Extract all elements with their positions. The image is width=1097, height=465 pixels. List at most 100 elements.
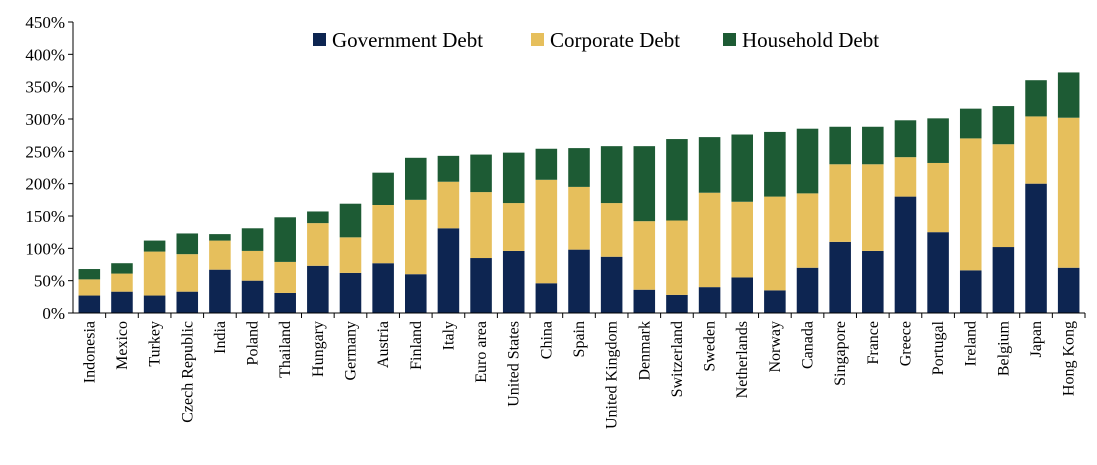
bar-segment-corporate-debt xyxy=(764,196,786,291)
bar-segment-household-debt xyxy=(862,126,884,165)
x-tick-label: Ireland xyxy=(963,321,980,366)
bar-segment-government-debt xyxy=(633,289,656,313)
x-tick-label: Poland xyxy=(245,321,262,365)
bar-group xyxy=(894,120,917,313)
bar-segment-government-debt xyxy=(1025,183,1047,313)
bar-group xyxy=(633,146,656,313)
bar-segment-corporate-debt xyxy=(698,192,721,288)
y-tick-label: 250% xyxy=(25,142,65,161)
bar-group xyxy=(568,148,590,313)
bar-group xyxy=(274,217,296,313)
y-tick-label: 200% xyxy=(25,175,65,194)
bar-group xyxy=(405,157,427,313)
bar-segment-household-debt xyxy=(143,240,166,252)
bar-segment-corporate-debt xyxy=(176,254,199,292)
bar-segment-corporate-debt xyxy=(731,201,753,278)
bar-segment-government-debt xyxy=(1057,267,1080,313)
bar-segment-corporate-debt xyxy=(894,157,917,197)
x-tick-label: Belgium xyxy=(995,320,1012,376)
x-tick-label: Singapore xyxy=(832,321,849,386)
x-tick-label: France xyxy=(865,321,882,365)
bar-segment-household-debt xyxy=(796,128,819,194)
bar-segment-corporate-debt xyxy=(274,261,296,293)
bar-segment-household-debt xyxy=(959,108,982,139)
bar-group xyxy=(535,148,558,313)
legend-swatch xyxy=(723,33,736,46)
legend: Government Debt Corporate Debt Household D… xyxy=(313,28,879,52)
x-tick-label: Sweden xyxy=(702,321,719,372)
y-tick-label: 300% xyxy=(25,110,65,129)
bar-segment-government-debt xyxy=(78,295,101,313)
bar-segment-government-debt xyxy=(502,250,525,313)
bar-segment-government-debt xyxy=(176,291,199,313)
bar-segment-household-debt xyxy=(927,118,949,163)
bar-segment-corporate-debt xyxy=(437,181,460,229)
legend-label: Household Debt xyxy=(742,28,879,52)
bar-segment-household-debt xyxy=(209,234,231,241)
bars xyxy=(78,72,1080,313)
bar-segment-corporate-debt xyxy=(209,240,231,270)
bar-group xyxy=(241,228,264,313)
y-tick-label: 150% xyxy=(25,207,65,226)
bar-segment-household-debt xyxy=(764,131,786,197)
x-axis: Indonesia Mexico Turkey Czech Republic India… xyxy=(73,312,1086,429)
bar-group xyxy=(992,106,1015,313)
bar-segment-household-debt xyxy=(1025,80,1047,117)
bar-segment-household-debt xyxy=(666,139,688,221)
y-tick-label: 50% xyxy=(34,272,65,291)
bar-segment-household-debt xyxy=(241,228,264,251)
bar-segment-corporate-debt xyxy=(568,186,590,250)
bar-group xyxy=(143,240,166,313)
bar-segment-corporate-debt xyxy=(1057,117,1080,268)
x-tick-label: United States xyxy=(506,321,523,407)
bar-segment-corporate-debt xyxy=(1025,116,1047,184)
bar-segment-household-debt xyxy=(470,154,492,193)
y-tick-label: 350% xyxy=(25,78,65,97)
bar-segment-government-debt xyxy=(339,272,362,313)
bar-segment-corporate-debt xyxy=(470,192,492,259)
bar-segment-household-debt xyxy=(829,126,851,165)
bar-segment-household-debt xyxy=(78,269,101,280)
bar-segment-household-debt xyxy=(894,120,917,158)
bar-segment-corporate-debt xyxy=(600,203,623,257)
bar-segment-corporate-debt xyxy=(307,223,329,266)
bar-segment-household-debt xyxy=(274,217,296,262)
bar-group xyxy=(600,146,623,313)
bar-segment-corporate-debt xyxy=(959,138,982,271)
x-tick-label: Mexico xyxy=(114,321,131,370)
legend-swatch xyxy=(313,33,326,46)
bar-segment-household-debt xyxy=(111,263,133,274)
bar-segment-household-debt xyxy=(307,211,329,224)
bar-segment-government-debt xyxy=(143,295,166,313)
bar-segment-government-debt xyxy=(372,263,394,313)
x-tick-label: Spain xyxy=(571,321,588,357)
y-axis: 0% 50% 100% 150% 200% 250% 300% 350% 400% 450% xyxy=(25,13,74,323)
x-tick-label: Netherlands xyxy=(734,321,751,398)
bar-segment-household-debt xyxy=(568,148,590,187)
bar-segment-household-debt xyxy=(731,134,753,202)
bar-segment-government-debt xyxy=(731,277,753,313)
bar-segment-corporate-debt xyxy=(796,193,819,268)
y-tick-label: 450% xyxy=(25,13,65,32)
bar-segment-corporate-debt xyxy=(927,162,949,233)
bar-group xyxy=(927,118,949,313)
x-tick-label: Germany xyxy=(342,321,359,381)
bar-segment-corporate-debt xyxy=(339,237,362,273)
bar-group xyxy=(959,108,982,313)
bar-segment-corporate-debt xyxy=(633,221,656,290)
bar-segment-government-debt xyxy=(535,283,558,313)
bar-segment-government-debt xyxy=(437,228,460,313)
y-tick-label: 0% xyxy=(42,304,65,323)
x-tick-label: Czech Republic xyxy=(179,321,196,423)
bar-segment-government-debt xyxy=(764,290,786,313)
bar-segment-corporate-debt xyxy=(111,273,133,292)
bar-segment-government-debt xyxy=(796,267,819,313)
legend-label: Corporate Debt xyxy=(550,28,680,52)
bar-group xyxy=(209,234,231,313)
bar-group xyxy=(176,233,199,313)
x-tick-label: India xyxy=(212,321,229,354)
bar-segment-corporate-debt xyxy=(372,205,394,264)
x-tick-label: Italy xyxy=(440,321,457,350)
bar-segment-corporate-debt xyxy=(78,279,101,296)
